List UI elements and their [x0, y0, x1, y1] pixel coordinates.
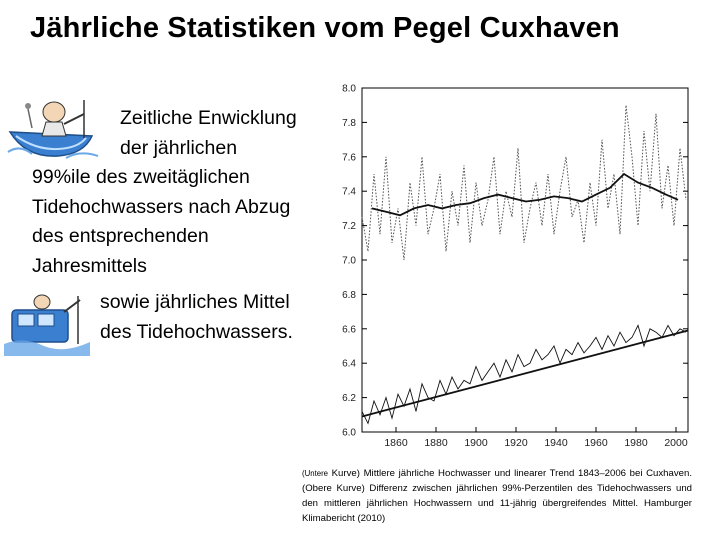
- boat-cartoon-icon: [7, 100, 99, 159]
- description-text-1: Zeitliche Enwicklung der jährlichen 99%i…: [32, 104, 332, 281]
- series-line-3: [361, 329, 689, 418]
- x-tick-label: 1960: [584, 437, 608, 449]
- y-tick-label: 7.6: [342, 152, 356, 163]
- caption-prefix: (Untere: [302, 469, 328, 478]
- y-tick-label: 7.0: [342, 256, 356, 267]
- description-line: sowie jährliches Mittel: [100, 291, 290, 313]
- x-tick-label: 1860: [384, 437, 408, 449]
- slide-title: Jährliche Statistiken vom Pegel Cuxhaven: [30, 12, 620, 44]
- series-line-1: [371, 172, 679, 217]
- caption-body: Kurve) Mittlere jährliche Hochwasser und…: [302, 468, 692, 524]
- x-tick-label: 1940: [544, 437, 568, 449]
- series-line-0: [361, 105, 687, 261]
- x-tick-label: 1900: [464, 437, 488, 449]
- x-tick-label: 2000: [664, 437, 688, 449]
- y-tick-label: 6.8: [342, 290, 356, 301]
- y-tick-label: 7.4: [342, 187, 356, 198]
- y-tick-label: 6.6: [342, 324, 356, 335]
- series-line-2: [361, 324, 687, 425]
- y-tick-label: 8.0: [342, 84, 356, 95]
- y-tick-label: 6.4: [342, 359, 356, 370]
- y-tick-label: 7.8: [342, 118, 356, 129]
- description-text-2: sowie jährliches Mittel des Tidehochwass…: [100, 288, 330, 347]
- description-line: 99%ile des zweitäglichen: [32, 166, 250, 188]
- description-line: Jahresmittels: [32, 254, 147, 277]
- figure-caption: (Untere Kurve) Mittlere jährliche Hochwa…: [302, 466, 692, 526]
- description-line: Zeitliche Enwicklung: [120, 107, 297, 129]
- description-line: des Tidehochwassers.: [100, 320, 293, 343]
- flood-cartoon-icon: [4, 294, 90, 356]
- y-tick-label: 6.0: [342, 428, 356, 439]
- x-tick-label: 1980: [624, 437, 648, 449]
- y-tick-label: 6.2: [342, 393, 356, 404]
- x-tick-label: 1880: [424, 437, 448, 449]
- chart-svg: 6.0 6.2 6.4 6.6 6.8 7.0 7.2 7.4 7.6 7.8 8.0 1860 188…: [342, 84, 689, 449]
- x-tick-label: 1920: [504, 437, 528, 449]
- description-line: der jährlichen: [120, 136, 238, 159]
- plot-frame: [361, 87, 689, 433]
- y-tick-label: 7.2: [342, 221, 356, 232]
- description-line: des entsprechenden: [32, 225, 209, 247]
- water-level-chart: 6.0 6.2 6.4 6.6 6.8 7.0 7.2 7.4 7.6 7.8 8.0 1860 188…: [326, 80, 702, 460]
- description-line: Tidehochwassers nach Abzug: [32, 195, 291, 218]
